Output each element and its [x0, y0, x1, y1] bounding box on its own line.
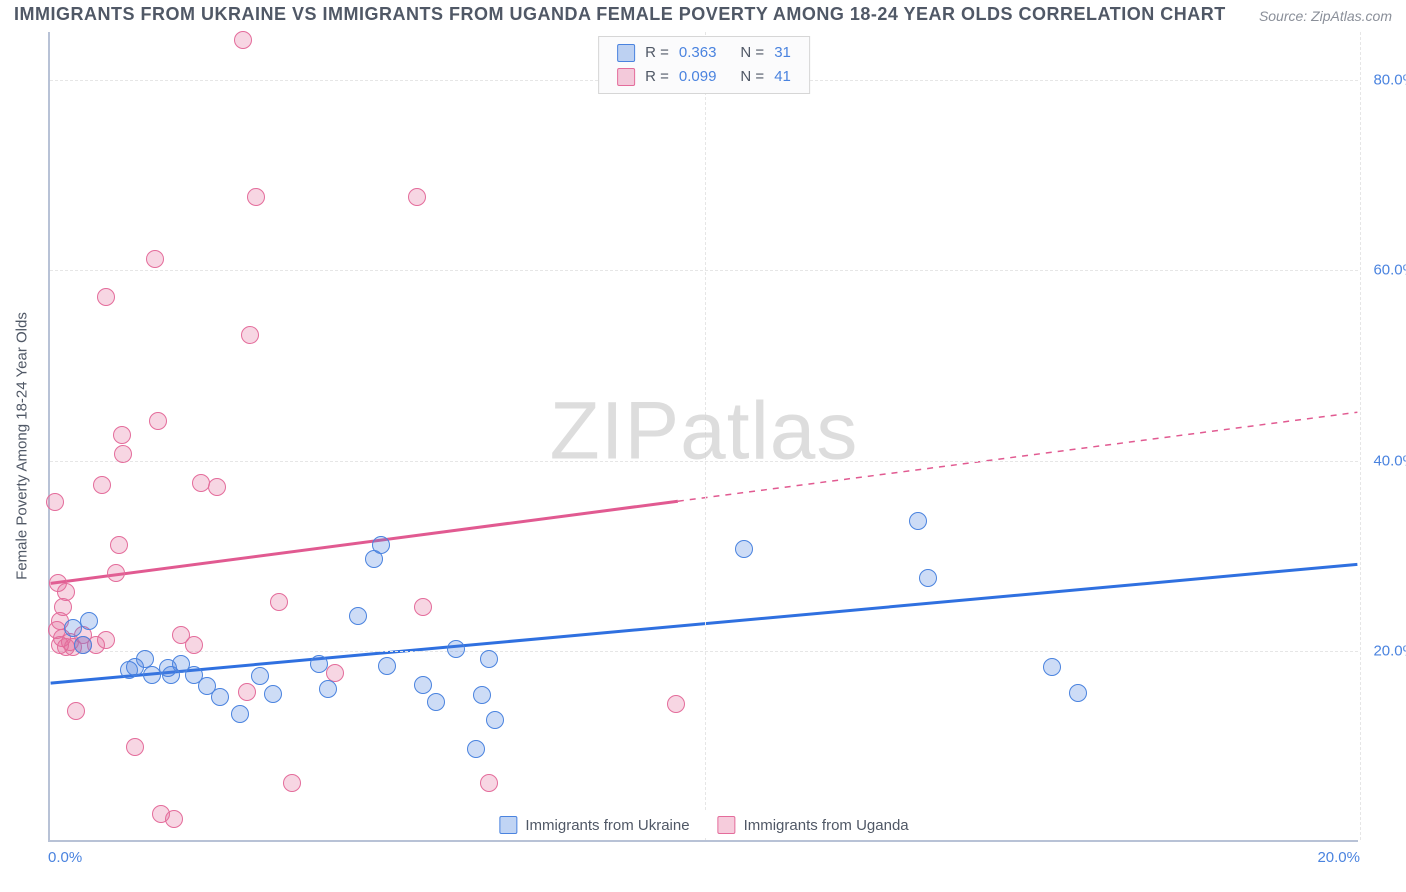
data-point-pink — [113, 426, 131, 444]
gridline-h — [50, 461, 1358, 462]
data-point-pink — [97, 631, 115, 649]
data-point-pink — [93, 476, 111, 494]
legend-item: Immigrants from Uganda — [718, 816, 909, 834]
data-point-blue — [467, 740, 485, 758]
data-point-pink — [408, 188, 426, 206]
data-point-blue — [1043, 658, 1061, 676]
data-point-pink — [241, 326, 259, 344]
y-tick-label: 20.0% — [1364, 643, 1406, 660]
data-point-blue — [211, 688, 229, 706]
stats-box: R = 0.363 N = 31 R = 0.099 N = 41 — [598, 36, 810, 94]
y-tick-label: 80.0% — [1364, 71, 1406, 88]
data-point-pink — [238, 683, 256, 701]
data-point-pink — [149, 412, 167, 430]
gridline-h — [50, 270, 1358, 271]
data-point-blue — [310, 655, 328, 673]
data-point-blue — [64, 619, 82, 637]
stat-r-label: R = — [645, 65, 669, 89]
data-point-pink — [67, 702, 85, 720]
data-point-blue — [80, 612, 98, 630]
data-point-blue — [427, 693, 445, 711]
data-point-pink — [97, 288, 115, 306]
data-point-pink — [185, 636, 203, 654]
stat-r-label: R = — [645, 41, 669, 65]
data-point-blue — [143, 666, 161, 684]
stat-n-label: N = — [740, 41, 764, 65]
gridline-v — [1360, 32, 1361, 840]
scatter-chart: ZIPatlas R = 0.363 N = 31 R = 0.099 N = 41 Immi… — [48, 32, 1358, 842]
watermark: ZIPatlas — [550, 384, 859, 478]
legend-label: Immigrants from Ukraine — [525, 817, 689, 834]
data-point-pink — [126, 738, 144, 756]
data-point-blue — [264, 685, 282, 703]
data-point-pink — [283, 774, 301, 792]
data-point-blue — [414, 676, 432, 694]
data-point-blue — [909, 512, 927, 530]
data-point-pink — [57, 583, 75, 601]
pink-swatch-icon — [718, 816, 736, 834]
data-point-blue — [349, 607, 367, 625]
data-point-pink — [146, 250, 164, 268]
data-point-pink — [192, 474, 210, 492]
stat-n-value: 41 — [774, 65, 791, 89]
data-point-pink — [414, 598, 432, 616]
stats-row: R = 0.363 N = 31 — [617, 41, 791, 65]
gridline-v — [705, 32, 706, 840]
legend: Immigrants from Ukraine Immigrants from U… — [487, 812, 920, 838]
y-tick-label: 40.0% — [1364, 452, 1406, 469]
data-point-pink — [247, 188, 265, 206]
chart-title: IMMIGRANTS FROM UKRAINE VS IMMIGRANTS FR… — [14, 4, 1226, 25]
data-point-pink — [208, 478, 226, 496]
data-point-blue — [486, 711, 504, 729]
data-point-blue — [473, 686, 491, 704]
data-point-pink — [667, 695, 685, 713]
x-tick-label: 0.0% — [48, 849, 82, 866]
stats-row: R = 0.099 N = 41 — [617, 65, 791, 89]
data-point-pink — [46, 493, 64, 511]
pink-swatch-icon — [617, 68, 635, 86]
data-point-blue — [74, 636, 92, 654]
data-point-blue — [1069, 684, 1087, 702]
stat-r-value: 0.099 — [679, 65, 717, 89]
data-point-pink — [107, 564, 125, 582]
data-point-blue — [378, 657, 396, 675]
stat-n-value: 31 — [774, 41, 791, 65]
y-axis-label: Female Poverty Among 18-24 Year Olds — [14, 312, 31, 580]
data-point-pink — [110, 536, 128, 554]
data-point-pink — [165, 810, 183, 828]
data-point-blue — [372, 536, 390, 554]
data-point-blue — [735, 540, 753, 558]
stat-r-value: 0.363 — [679, 41, 717, 65]
legend-label: Immigrants from Uganda — [744, 817, 909, 834]
data-point-blue — [447, 640, 465, 658]
data-point-blue — [919, 569, 937, 587]
data-point-blue — [480, 650, 498, 668]
data-point-pink — [114, 445, 132, 463]
data-point-pink — [480, 774, 498, 792]
data-point-blue — [319, 680, 337, 698]
data-point-pink — [270, 593, 288, 611]
stat-n-label: N = — [740, 65, 764, 89]
blue-swatch-icon — [499, 816, 517, 834]
y-tick-label: 60.0% — [1364, 262, 1406, 279]
data-point-pink — [234, 31, 252, 49]
legend-item: Immigrants from Ukraine — [499, 816, 689, 834]
x-tick-label: 20.0% — [1317, 849, 1360, 866]
source-label: Source: ZipAtlas.com — [1259, 8, 1392, 24]
data-point-blue — [251, 667, 269, 685]
data-point-blue — [231, 705, 249, 723]
blue-swatch-icon — [617, 44, 635, 62]
gridline-h — [50, 651, 1358, 652]
